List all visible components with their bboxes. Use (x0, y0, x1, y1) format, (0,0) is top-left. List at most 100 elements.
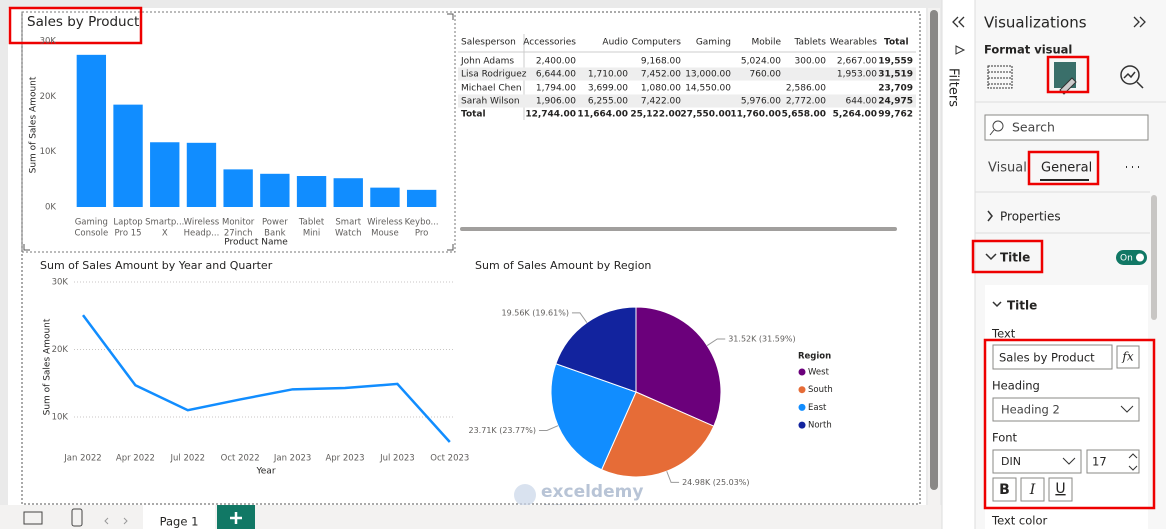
legend-label: West (808, 368, 830, 378)
search-placeholder[interactable]: Search (1012, 120, 1055, 135)
x-tick-label: Monitor (222, 218, 255, 228)
cell: 644.00 (846, 97, 878, 107)
tab-visual[interactable]: Visual (988, 161, 1027, 176)
underline-label[interactable]: U (1055, 481, 1065, 497)
column-header: Gaming (696, 38, 731, 48)
cell: 5,024.00 (741, 57, 781, 67)
title-section-label[interactable]: Title (1000, 251, 1030, 265)
x-tick-label: Headp... (184, 229, 220, 239)
panel-scroll[interactable] (1151, 195, 1157, 320)
underline-button[interactable] (1048, 477, 1073, 502)
x-tick-label: Keybo... (405, 218, 439, 228)
filters-label[interactable]: Filters (946, 68, 961, 107)
bar-chart-title: Sales by Product (27, 14, 139, 30)
report-page (8, 8, 926, 505)
spinner[interactable] (1128, 453, 1138, 471)
font-size-input[interactable] (1086, 449, 1140, 474)
pie-chart-title: Sum of Sales Amount by Region (475, 259, 651, 272)
x-tick-label: Oct 2022 (221, 454, 260, 464)
cell: 11,760.00 (730, 110, 781, 120)
bar (296, 176, 327, 207)
font-dropdown[interactable] (992, 449, 1082, 474)
bold-button[interactable] (992, 477, 1017, 502)
column-header: Wearables (830, 38, 877, 48)
page-tab[interactable] (143, 505, 215, 529)
expand-icon[interactable] (1133, 16, 1146, 28)
cell: 2,400.00 (536, 57, 576, 67)
add-icon (230, 512, 242, 524)
filter-icon[interactable] (955, 45, 966, 55)
italic-label[interactable]: I (1029, 482, 1036, 498)
x-tick-label: Jul 2023 (379, 454, 415, 464)
page-tab-label[interactable]: Page 1 (160, 515, 199, 529)
chevron-down[interactable] (992, 301, 1002, 308)
chevron-right[interactable] (987, 210, 993, 222)
analytics-icon[interactable] (1120, 65, 1140, 85)
pie-slice (555, 306, 637, 393)
y-tick-label: 20K (52, 345, 69, 355)
highlight-box (8, 6, 143, 45)
column-header: Total (884, 38, 909, 48)
search-icon (992, 120, 1004, 132)
cell: 31,519 (878, 70, 913, 80)
cell: 2,667.00 (837, 57, 877, 67)
cell: 9,168.00 (641, 57, 681, 67)
desktop-icon[interactable] (23, 511, 43, 525)
resize-handles[interactable] (23, 13, 454, 251)
y-tick-label: 20K (40, 92, 57, 102)
x-tick-label: Gaming (75, 218, 108, 228)
x-tick-label: Jan 2022 (63, 454, 101, 464)
data-label: 31.52K (31.59%) (728, 334, 795, 343)
data-label: 23.71K (23.77%) (469, 426, 536, 435)
bar (186, 142, 217, 207)
x-tick-label: Apr 2023 (325, 454, 364, 464)
text-input-value[interactable]: Sales by Product (999, 351, 1095, 365)
cell: 2,586.00 (786, 84, 826, 94)
selected-visual[interactable] (21, 11, 456, 253)
fx-button[interactable] (1116, 345, 1140, 369)
italic-button[interactable] (1020, 477, 1045, 502)
fx-label[interactable]: fx (1121, 350, 1133, 364)
cell: 6,255.00 (588, 97, 628, 107)
inner-title-label[interactable]: Title (1007, 299, 1037, 313)
cell: 1,906.00 (536, 97, 576, 107)
pie-slice (635, 306, 722, 427)
chevron-down[interactable] (985, 253, 997, 261)
footer (0, 505, 942, 529)
watermark-name: exceldemy (541, 482, 643, 502)
tab-general[interactable]: General (1041, 161, 1092, 176)
highlight-box (1027, 150, 1100, 186)
row-header: Lisa Rodriguez (461, 70, 527, 80)
legend-marker (798, 368, 806, 376)
search-box[interactable] (984, 114, 1149, 141)
text-input[interactable] (992, 344, 1113, 370)
legend-label: North (808, 421, 832, 431)
font-size-value[interactable]: 17 (1092, 455, 1107, 469)
properties-label[interactable]: Properties (1000, 210, 1061, 224)
legend-label: South (808, 385, 833, 395)
h-scroll[interactable] (460, 227, 897, 231)
page-nav[interactable] (104, 517, 128, 525)
font-value[interactable]: DIN (1001, 455, 1021, 468)
column-header: Computers (632, 38, 682, 48)
pie-slice (600, 391, 715, 478)
build-icon[interactable] (987, 65, 1013, 89)
panel-title: Visualizations (984, 14, 1087, 32)
bold-label[interactable]: B (999, 482, 1010, 498)
column-header: Salesperson (461, 38, 516, 48)
column-header: Mobile (751, 38, 781, 48)
y-tick-label: 10K (52, 413, 69, 423)
leader-line (538, 425, 559, 431)
row-header: Sarah Wilson (461, 97, 520, 107)
dropdown-arrow (1062, 457, 1076, 465)
bar (260, 173, 290, 207)
heading-value[interactable]: Heading 2 (1001, 403, 1060, 417)
collapse-icon[interactable] (952, 16, 965, 28)
mobile-icon[interactable] (71, 508, 83, 527)
v-scroll-thumb[interactable] (930, 10, 938, 490)
highlight-box (1046, 55, 1090, 94)
x-tick-label: 27inch (224, 229, 253, 239)
row-stripe (458, 67, 916, 81)
heading-dropdown[interactable] (992, 397, 1140, 422)
